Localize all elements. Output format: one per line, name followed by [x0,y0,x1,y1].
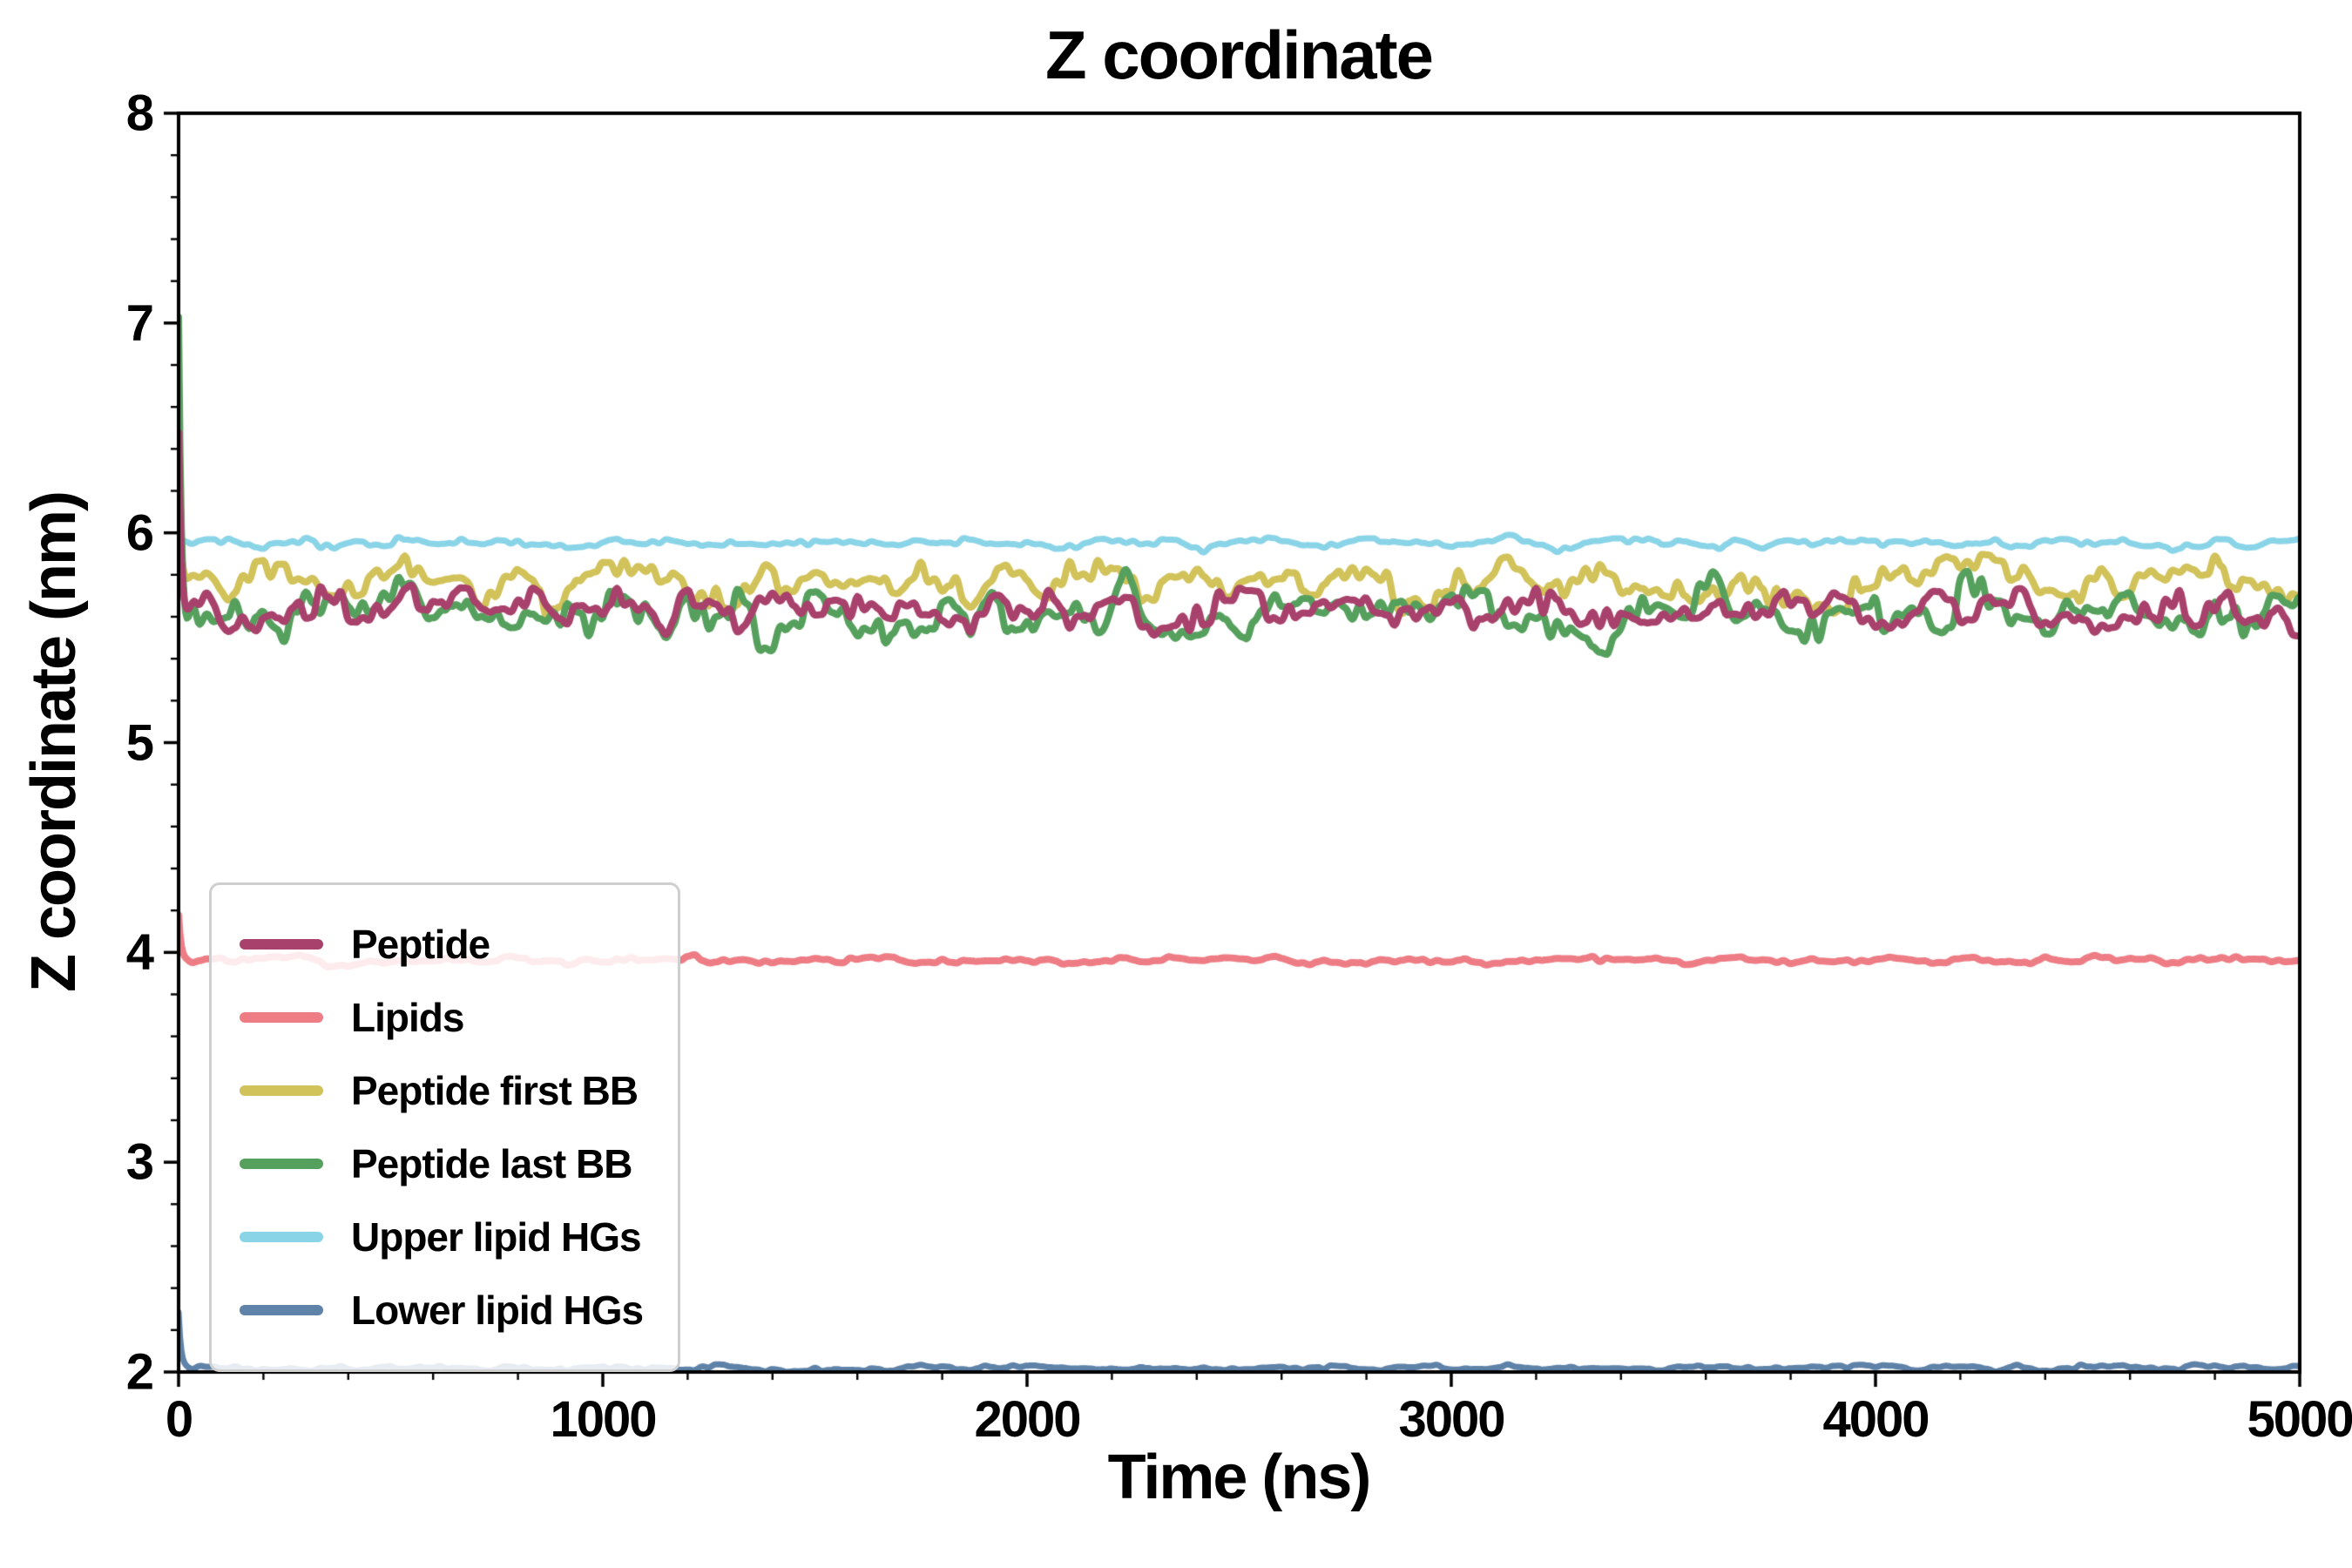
legend-label: Lower lipid HGs [351,1288,644,1333]
x-tick-label: 5000 [2247,1391,2352,1448]
legend-entry: Lower lipid HGs [240,1274,644,1347]
legend-label: Peptide [351,922,490,967]
legend-label: Peptide last BB [351,1141,632,1186]
x-tick-label: 1000 [550,1391,657,1448]
legend-entry: Upper lipid HGs [240,1200,643,1274]
legend-label: Upper lipid HGs [351,1214,642,1260]
legend-entry: Peptide [240,908,643,981]
legend-swatch-icon [240,1232,323,1242]
legend-swatch-icon [240,1305,323,1315]
legend: Peptide Lipids Peptide first BB Peptide las… [209,882,681,1372]
x-tick-label: 4000 [1822,1391,1930,1448]
legend-label: Lipids [351,995,464,1040]
y-tick-label: 6 [125,504,154,562]
y-tick-label: 8 [125,84,154,142]
legend-swatch-icon [240,1159,323,1169]
legend-swatch-icon [240,1085,323,1096]
y-tick-label: 3 [125,1133,154,1191]
legend-entry: Lipids [240,981,643,1054]
y-tick-label: 2 [125,1343,154,1401]
legend-label: Peptide first BB [351,1068,639,1113]
x-axis-label: Time (ns) [1107,1443,1372,1512]
legend-entry: Peptide first BB [240,1054,643,1127]
y-tick-label: 7 [125,294,154,352]
legend-swatch-icon [240,1012,323,1023]
x-tick-label: 3000 [1398,1391,1505,1448]
legend-entry: Peptide last BB [240,1127,643,1200]
x-tick-label: 2000 [974,1391,1081,1448]
chart-title: Z coordinate [1044,17,1434,93]
y-tick-label: 5 [125,714,154,771]
x-tick-label: 0 [165,1391,193,1448]
y-tick-label: 4 [125,923,154,981]
legend-swatch-icon [240,939,323,950]
